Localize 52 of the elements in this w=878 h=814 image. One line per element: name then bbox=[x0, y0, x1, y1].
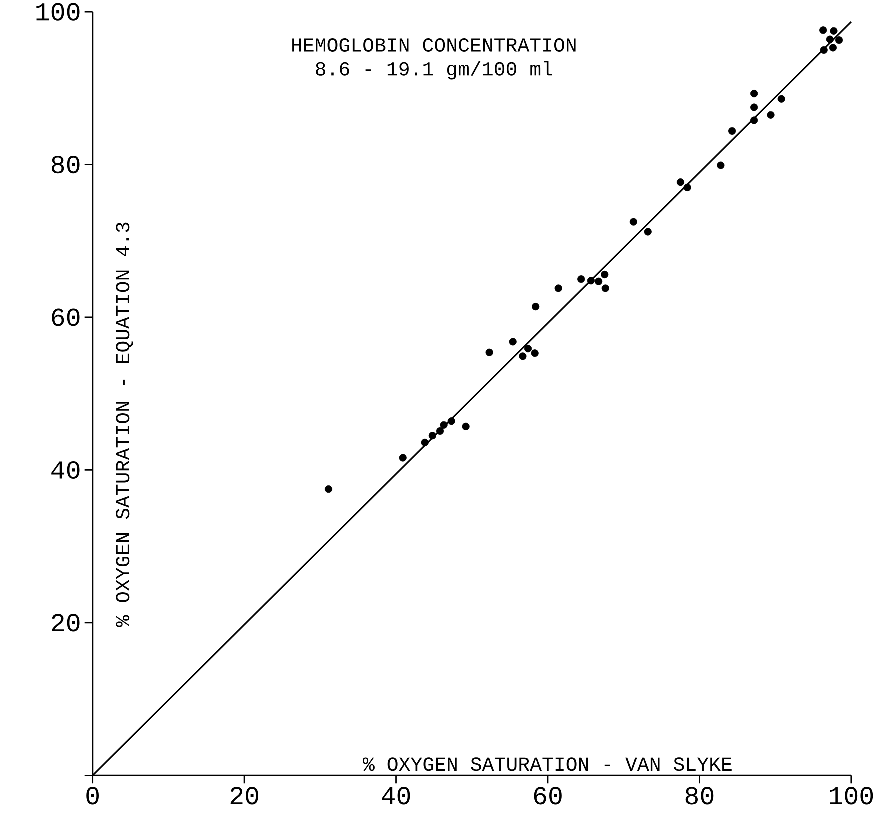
point bbox=[767, 112, 775, 120]
point bbox=[462, 423, 470, 431]
x-axis-title: % OXYGEN SATURATION - VAN SLYKE bbox=[362, 758, 732, 772]
point bbox=[728, 128, 736, 136]
x-tick-label: 0 bbox=[86, 787, 99, 805]
x-tick-label: 60 bbox=[534, 787, 562, 805]
point bbox=[602, 284, 610, 292]
point bbox=[448, 418, 456, 426]
y-tick-label: 80 bbox=[52, 156, 80, 174]
point bbox=[519, 352, 527, 360]
text: HEMOGLOBIN CONCENTRATION bbox=[292, 38, 576, 52]
y-tick-label: 100 bbox=[36, 4, 80, 22]
point bbox=[595, 278, 603, 286]
point bbox=[601, 271, 609, 279]
point bbox=[820, 26, 828, 34]
point bbox=[717, 162, 725, 170]
point bbox=[399, 454, 407, 462]
x-tick-label: 80 bbox=[686, 787, 714, 805]
point bbox=[532, 303, 540, 311]
point bbox=[324, 486, 333, 494]
point bbox=[778, 96, 786, 104]
point bbox=[830, 28, 838, 36]
point bbox=[829, 44, 837, 52]
point bbox=[630, 218, 638, 226]
point bbox=[486, 349, 494, 357]
point bbox=[676, 178, 685, 186]
point bbox=[428, 432, 436, 440]
x-tick-label: 100 bbox=[830, 787, 874, 805]
point bbox=[421, 439, 429, 447]
point bbox=[684, 184, 692, 192]
point bbox=[440, 422, 448, 430]
text: 8.6 - 19.1 gm/100 ml bbox=[316, 61, 552, 80]
point bbox=[826, 36, 834, 44]
point bbox=[644, 228, 652, 236]
point bbox=[750, 104, 758, 112]
point bbox=[750, 90, 758, 98]
point bbox=[835, 36, 844, 44]
point bbox=[820, 46, 828, 54]
point bbox=[509, 338, 517, 346]
point bbox=[750, 116, 758, 124]
x-tick-label: 20 bbox=[230, 787, 258, 805]
y-tick-label: 40 bbox=[52, 462, 80, 480]
point bbox=[587, 277, 596, 285]
y-axis-title: % OXYGEN SATURATION - EQUATION 4.3 bbox=[116, 223, 134, 628]
point bbox=[578, 276, 586, 284]
point bbox=[554, 284, 562, 292]
x-tick-label: 40 bbox=[382, 787, 410, 805]
point bbox=[524, 345, 532, 353]
point bbox=[436, 428, 444, 436]
point bbox=[531, 350, 539, 358]
y-tick-label: 60 bbox=[52, 308, 80, 326]
y-tick-label: 20 bbox=[52, 614, 80, 632]
